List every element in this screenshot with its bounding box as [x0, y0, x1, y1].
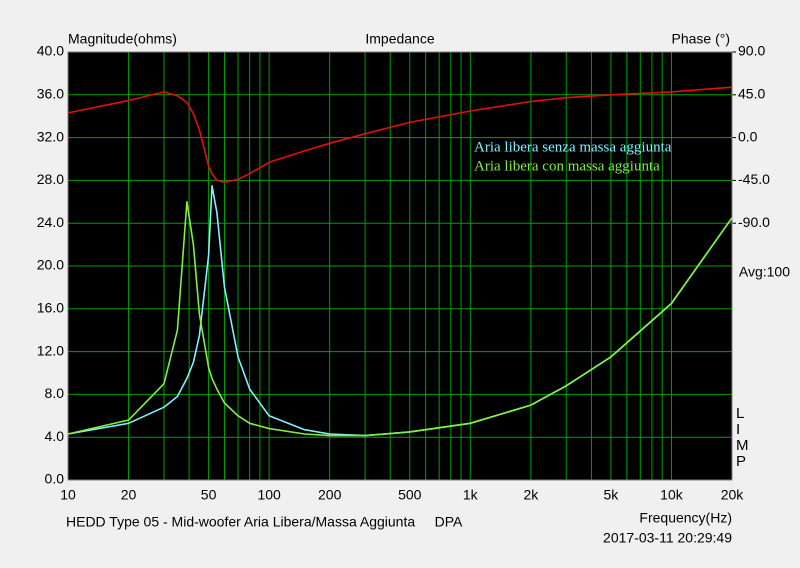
y2-tick-label: -90.0 — [738, 214, 770, 230]
y-axis-label: Magnitude(ohms) — [68, 31, 177, 47]
footer: HEDD Type 05 - Mid-woofer Aria Libera/Ma… — [66, 514, 463, 530]
y-tick-label: 32.0 — [37, 128, 64, 144]
y-tick-label: 12.0 — [37, 342, 64, 358]
y2-tick-label: 90.0 — [738, 43, 765, 59]
x-axis-label: Frequency(Hz) — [639, 510, 732, 526]
x-tick-label: 20k — [721, 487, 745, 503]
series-line — [67, 201, 733, 437]
y-tick-label: 4.0 — [45, 428, 65, 444]
y2-tick-label: 0.0 — [738, 128, 758, 144]
x-tick-label: 5k — [603, 487, 619, 503]
x-tick-label: 2k — [523, 487, 539, 503]
x-tick-label: 1k — [463, 487, 479, 503]
y-tick-label: 20.0 — [37, 257, 64, 273]
y-tick-label: 8.0 — [45, 385, 65, 401]
x-tick-label: 500 — [398, 487, 422, 503]
side-label: LIMP — [736, 405, 749, 470]
y-tick-label: 40.0 — [37, 43, 64, 59]
y-tick-label: 36.0 — [37, 86, 64, 102]
x-tick-label: 50 — [201, 487, 217, 503]
plot-border — [67, 51, 733, 481]
x-tick-label: 10k — [660, 487, 684, 503]
y-tick-label: 0.0 — [45, 471, 65, 487]
average-label: Avg:100 — [739, 264, 790, 280]
y2-tick-label: 45.0 — [738, 86, 765, 102]
timestamp: 2017-03-11 20:29:49 — [603, 530, 732, 546]
chart-title: Impedance — [365, 31, 434, 47]
x-tick-label: 100 — [257, 487, 281, 503]
x-tick-label: 200 — [318, 487, 342, 503]
x-tick-label: 10 — [60, 487, 76, 503]
legend-entry: Aria libera con massa aggiunta — [474, 158, 660, 174]
legend-entry: Aria libera senza massa aggiunta — [474, 139, 672, 155]
y-tick-label: 28.0 — [37, 171, 64, 187]
y-tick-label: 24.0 — [37, 214, 64, 230]
series-line — [67, 86, 733, 184]
y2-tick-label: -45.0 — [738, 171, 770, 187]
y2-axis-label: Phase (°) — [671, 31, 730, 47]
x-tick-label: 20 — [121, 487, 137, 503]
y-tick-label: 16.0 — [37, 300, 64, 316]
